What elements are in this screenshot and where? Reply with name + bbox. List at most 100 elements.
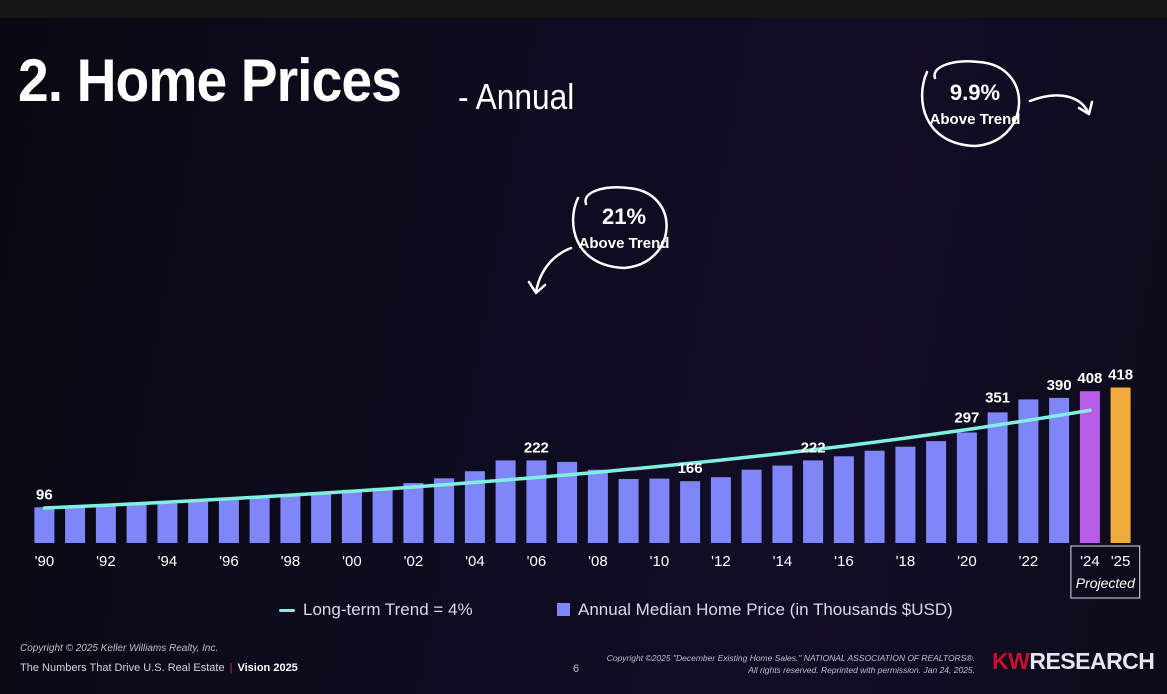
legend-trend-swatch <box>279 609 295 613</box>
x-tick-label: '98 <box>281 553 301 570</box>
annotation-text: Above Trend <box>579 235 670 252</box>
x-tick-label: '10 <box>650 553 670 570</box>
footer-tagline: The Numbers That Drive U.S. Real Estate <box>20 662 225 674</box>
bar-2013 <box>741 469 762 543</box>
bar-2016 <box>833 456 854 543</box>
x-tick-label: '16 <box>834 553 854 570</box>
logo-research: RESEARCH <box>1029 648 1155 674</box>
footer-vision: Vision 2025 <box>237 662 298 674</box>
data-label-2006: 222 <box>524 439 549 456</box>
bar-1993 <box>126 504 147 543</box>
data-label-2024: 408 <box>1077 370 1102 387</box>
bar-2019 <box>926 441 947 543</box>
x-tick-label: '04 <box>465 553 485 570</box>
page-number: 6 <box>573 663 580 675</box>
bar-2020 <box>956 432 977 543</box>
x-tick-label: '20 <box>957 553 977 570</box>
bar-2015 <box>803 460 824 543</box>
data-label-2021: 351 <box>985 389 1010 406</box>
bar-1991 <box>65 506 86 543</box>
bar-2006 <box>526 460 547 543</box>
bar-2008 <box>587 469 608 543</box>
annotation-arrow <box>1028 94 1090 114</box>
bar-2012 <box>710 477 731 543</box>
bar-2017 <box>864 450 885 543</box>
bar-2024 <box>1079 391 1100 543</box>
annotation-callout: 21% Above Trend <box>527 186 670 295</box>
labels-layer: 96 222 166 222 297 351 390 408 418 <box>36 367 1133 504</box>
bar-2002 <box>403 483 424 543</box>
annotations-layer: 21% Above Trend 9.9% Above Trend <box>527 60 1094 295</box>
bar-2011 <box>680 481 701 543</box>
data-label-2025: 418 <box>1108 367 1133 384</box>
annotation-percent: 9.9% <box>950 80 1000 105</box>
bar-2010 <box>649 478 670 543</box>
x-tick-label: '24 <box>1080 553 1100 570</box>
footer-source-line1: Copyright ©2025 "December Existing Home … <box>606 653 975 663</box>
bar-2000 <box>341 489 362 543</box>
data-label-2020: 297 <box>954 410 979 427</box>
data-label-2015: 222 <box>801 439 826 456</box>
x-tick-label: '94 <box>158 553 178 570</box>
bar-2025 <box>1110 387 1131 543</box>
page-title: 2. Home Prices <box>18 47 402 114</box>
x-tick-label: '18 <box>896 553 916 570</box>
annotation-percent: 21% <box>602 204 646 229</box>
annotation-arrowhead <box>1077 100 1094 116</box>
footer-source: Copyright ©2025 "December Existing Home … <box>607 652 975 676</box>
x-tick-label: '92 <box>96 553 116 570</box>
data-label-2023: 390 <box>1047 377 1072 394</box>
x-tick-label: '02 <box>404 553 424 570</box>
annotation-circle <box>920 60 1021 148</box>
annotation-arrow <box>534 246 573 294</box>
bar-1990 <box>34 507 55 543</box>
trend-line <box>42 408 1092 510</box>
annotation-callout: 9.9% Above Trend <box>920 60 1094 148</box>
slide: 2. Home Prices - Annual <box>0 18 1167 694</box>
annotation-text: Above Trend <box>930 111 1021 128</box>
footer-tagline-row: The Numbers That Drive U.S. Real Estate |… <box>20 662 298 674</box>
kw-research-logo: KWRESEARCH <box>992 648 1155 675</box>
bar-2007 <box>557 461 578 543</box>
x-tick-label: '96 <box>219 553 239 570</box>
ticks-layer: '90 '92 '94 '96 '98 '00 '02 '04 '06 '08 '10 '12 '14 '… <box>35 553 1131 570</box>
footer-separator: | <box>229 662 233 674</box>
logo-kw: KW <box>992 648 1030 674</box>
bar-2018 <box>895 446 916 543</box>
bar-1996 <box>218 499 239 543</box>
legend-trend-label: Long-term Trend = 4% <box>303 600 473 619</box>
x-tick-label: '00 <box>342 553 362 570</box>
bar-2001 <box>372 487 393 543</box>
bar-1999 <box>311 493 332 543</box>
x-tick-label: '25 <box>1111 553 1131 570</box>
annotation-circle <box>571 186 668 270</box>
legend-bars-label: Annual Median Home Price (in Thousands $… <box>578 600 953 619</box>
bar-2023 <box>1049 397 1070 543</box>
bar-2004 <box>464 471 485 543</box>
footer-copyright: Copyright © 2025 Keller Williams Realty,… <box>20 643 219 654</box>
page-subtitle: - Annual <box>458 76 575 117</box>
x-tick-label: '90 <box>35 553 55 570</box>
legend-bars-swatch <box>557 603 570 617</box>
projected-box <box>1070 545 1141 599</box>
annotation-arrowhead <box>527 280 547 295</box>
bar-2005 <box>495 460 516 543</box>
bar-2021 <box>987 412 1008 543</box>
bar-1994 <box>157 503 178 543</box>
x-tick-label: '14 <box>773 553 793 570</box>
x-tick-label: '22 <box>1019 553 1039 570</box>
x-tick-label: '06 <box>527 553 547 570</box>
bars-layer <box>34 387 1131 543</box>
legend-bars: Annual Median Home Price (in Thousands $… <box>557 600 953 620</box>
bar-2014 <box>772 465 793 543</box>
data-label-2011: 166 <box>678 460 703 477</box>
bar-1992 <box>95 505 116 543</box>
x-tick-label: '08 <box>588 553 608 570</box>
bar-2022 <box>1018 399 1039 543</box>
data-label-1990: 96 <box>36 486 53 503</box>
x-tick-label: '12 <box>711 553 731 570</box>
bar-1998 <box>280 495 301 543</box>
legend-trend: Long-term Trend = 4% <box>279 600 473 620</box>
projected-label: Projected <box>1076 575 1136 591</box>
